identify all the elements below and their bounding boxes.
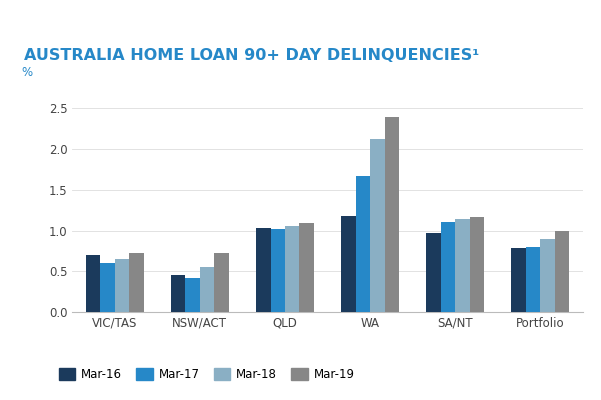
Text: %: % xyxy=(21,66,32,79)
Bar xyxy=(115,259,129,312)
Bar xyxy=(456,219,470,312)
Bar xyxy=(385,116,399,312)
Bar xyxy=(540,239,555,312)
Bar xyxy=(511,248,526,312)
Bar xyxy=(441,222,456,312)
Bar xyxy=(526,247,540,312)
Bar xyxy=(285,226,299,312)
Bar xyxy=(171,275,185,312)
Bar xyxy=(215,252,229,312)
Bar xyxy=(555,230,569,312)
Text: AUSTRALIA HOME LOAN 90+ DAY DELINQUENCIES¹: AUSTRALIA HOME LOAN 90+ DAY DELINQUENCIE… xyxy=(24,48,479,63)
Bar xyxy=(426,233,441,312)
Bar xyxy=(185,278,200,312)
Bar xyxy=(100,263,115,312)
Bar xyxy=(200,267,215,312)
Bar xyxy=(299,223,314,312)
Bar xyxy=(341,216,356,312)
Bar xyxy=(256,228,270,312)
Bar xyxy=(470,217,484,312)
Bar xyxy=(129,252,144,312)
Legend: Mar-16, Mar-17, Mar-18, Mar-19: Mar-16, Mar-17, Mar-18, Mar-19 xyxy=(54,364,359,386)
Bar xyxy=(370,139,385,312)
Bar xyxy=(356,176,370,312)
Bar xyxy=(86,255,100,312)
Bar xyxy=(270,229,285,312)
